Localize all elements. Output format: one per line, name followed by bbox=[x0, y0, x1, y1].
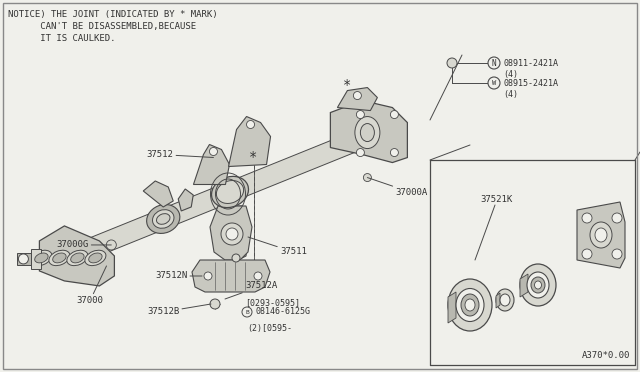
Ellipse shape bbox=[456, 289, 484, 321]
Text: 37000: 37000 bbox=[77, 266, 106, 305]
Text: N: N bbox=[492, 58, 496, 67]
Text: 37512N: 37512N bbox=[155, 272, 202, 280]
Text: 37000G: 37000G bbox=[56, 240, 111, 250]
Text: 08146-6125G: 08146-6125G bbox=[255, 308, 310, 317]
Ellipse shape bbox=[527, 272, 549, 298]
Circle shape bbox=[356, 110, 364, 119]
Circle shape bbox=[582, 249, 592, 259]
Circle shape bbox=[390, 110, 398, 119]
Ellipse shape bbox=[70, 253, 84, 263]
Polygon shape bbox=[193, 144, 230, 185]
Polygon shape bbox=[577, 202, 625, 268]
Ellipse shape bbox=[147, 205, 180, 234]
Text: (4): (4) bbox=[503, 70, 518, 78]
Circle shape bbox=[612, 249, 622, 259]
Polygon shape bbox=[192, 260, 270, 292]
Polygon shape bbox=[448, 292, 456, 323]
Circle shape bbox=[254, 272, 262, 280]
Circle shape bbox=[242, 307, 252, 317]
Text: W: W bbox=[492, 80, 496, 86]
Circle shape bbox=[488, 77, 500, 89]
Text: *: * bbox=[343, 77, 351, 92]
Text: [0293-0595]: [0293-0595] bbox=[245, 298, 300, 307]
Text: CAN'T BE DISASSEMBLED,BECAUSE: CAN'T BE DISASSEMBLED,BECAUSE bbox=[8, 22, 196, 31]
Text: IT IS CAULKED.: IT IS CAULKED. bbox=[8, 34, 115, 43]
Polygon shape bbox=[179, 189, 193, 211]
Text: B: B bbox=[245, 310, 249, 314]
Text: 37000A: 37000A bbox=[367, 177, 428, 197]
Circle shape bbox=[246, 121, 255, 128]
Circle shape bbox=[582, 213, 592, 223]
Polygon shape bbox=[330, 100, 408, 163]
Ellipse shape bbox=[49, 250, 70, 266]
Text: *: * bbox=[250, 150, 258, 164]
Ellipse shape bbox=[221, 223, 243, 245]
Ellipse shape bbox=[52, 253, 66, 263]
Polygon shape bbox=[31, 249, 42, 269]
Polygon shape bbox=[520, 274, 528, 297]
Polygon shape bbox=[17, 253, 31, 265]
Ellipse shape bbox=[355, 116, 380, 148]
Polygon shape bbox=[210, 206, 252, 260]
Ellipse shape bbox=[35, 253, 48, 263]
Polygon shape bbox=[496, 293, 500, 308]
Ellipse shape bbox=[534, 281, 541, 289]
Ellipse shape bbox=[448, 279, 492, 331]
Polygon shape bbox=[220, 206, 248, 261]
Circle shape bbox=[447, 58, 457, 68]
Text: NOTICE) THE JOINT (INDICATED BY * MARK): NOTICE) THE JOINT (INDICATED BY * MARK) bbox=[8, 10, 218, 19]
Circle shape bbox=[353, 92, 362, 100]
Circle shape bbox=[612, 213, 622, 223]
Ellipse shape bbox=[531, 277, 545, 293]
Text: 37521K: 37521K bbox=[480, 195, 512, 204]
Polygon shape bbox=[40, 226, 115, 286]
Text: 37512A: 37512A bbox=[225, 282, 277, 299]
Polygon shape bbox=[228, 116, 271, 167]
Ellipse shape bbox=[152, 210, 174, 228]
Polygon shape bbox=[337, 87, 378, 110]
Text: 08911-2421A: 08911-2421A bbox=[503, 58, 558, 67]
Circle shape bbox=[356, 148, 364, 157]
Ellipse shape bbox=[465, 299, 475, 311]
Text: 37512: 37512 bbox=[147, 150, 214, 159]
Ellipse shape bbox=[85, 250, 106, 266]
Ellipse shape bbox=[500, 294, 510, 306]
Ellipse shape bbox=[461, 294, 479, 316]
Ellipse shape bbox=[226, 228, 238, 240]
Text: (2)[0595-: (2)[0595- bbox=[247, 324, 292, 333]
Circle shape bbox=[106, 240, 116, 250]
Circle shape bbox=[232, 254, 240, 262]
Text: 08915-2421A: 08915-2421A bbox=[503, 78, 558, 87]
Ellipse shape bbox=[89, 253, 102, 263]
Text: 37511: 37511 bbox=[248, 237, 307, 257]
Ellipse shape bbox=[360, 124, 374, 142]
Text: (4): (4) bbox=[503, 90, 518, 99]
Circle shape bbox=[209, 147, 218, 155]
Ellipse shape bbox=[67, 250, 88, 266]
Circle shape bbox=[488, 57, 500, 69]
Text: 37512B: 37512B bbox=[147, 304, 211, 317]
Ellipse shape bbox=[590, 222, 612, 248]
Circle shape bbox=[390, 148, 398, 157]
Circle shape bbox=[204, 272, 212, 280]
Ellipse shape bbox=[595, 228, 607, 242]
Ellipse shape bbox=[31, 250, 52, 266]
Circle shape bbox=[210, 299, 220, 309]
Polygon shape bbox=[48, 126, 374, 273]
Circle shape bbox=[19, 254, 28, 264]
Polygon shape bbox=[143, 181, 173, 207]
Text: A370*0.00: A370*0.00 bbox=[582, 351, 630, 360]
Ellipse shape bbox=[496, 289, 514, 311]
Ellipse shape bbox=[216, 180, 244, 203]
Ellipse shape bbox=[211, 176, 248, 208]
Ellipse shape bbox=[520, 264, 556, 306]
Ellipse shape bbox=[157, 214, 170, 224]
Circle shape bbox=[364, 174, 371, 182]
